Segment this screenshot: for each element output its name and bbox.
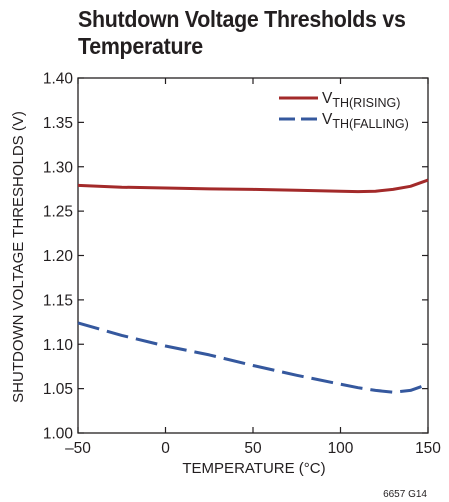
legend-label-falling: VTH(FALLING) [322,111,409,131]
x-tick-label: 150 [415,440,441,457]
y-tick-label: 1.35 [43,115,73,132]
x-axis-label: TEMPERATURE (°C) [182,460,325,477]
plot-frame [77,77,429,434]
x-tick-label: 100 [328,440,354,457]
y-tick-label: 1.05 [43,381,73,398]
chart-title-line-2: Temperature [78,33,203,59]
y-tick-label: 1.20 [43,248,74,265]
x-tick-label: –50 [65,440,91,457]
y-tick-label: 1.40 [43,71,74,88]
series-line-falling [77,321,429,394]
legend-label-rising: VTH(RISING) [322,90,400,110]
y-tick-label: 1.10 [43,337,74,354]
x-tick-label: 0 [161,440,170,457]
y-tick-label: 1.15 [43,292,73,309]
series-line-rising [77,178,429,194]
y-tick-label: 1.00 [43,426,74,443]
figure-id: 6657 G14 [383,489,427,500]
chart-title-line-1: Shutdown Voltage Thresholds vs [78,6,406,32]
y-axis-label: SHUTDOWN VOLTAGE THRESHOLDS (V) [10,111,27,403]
y-tick-label: 1.30 [43,159,74,176]
y-tick-label: 1.25 [43,204,73,221]
chart-title: Shutdown Voltage Thresholds vs Temperatu… [78,6,413,60]
x-tick-label: 50 [244,440,262,457]
